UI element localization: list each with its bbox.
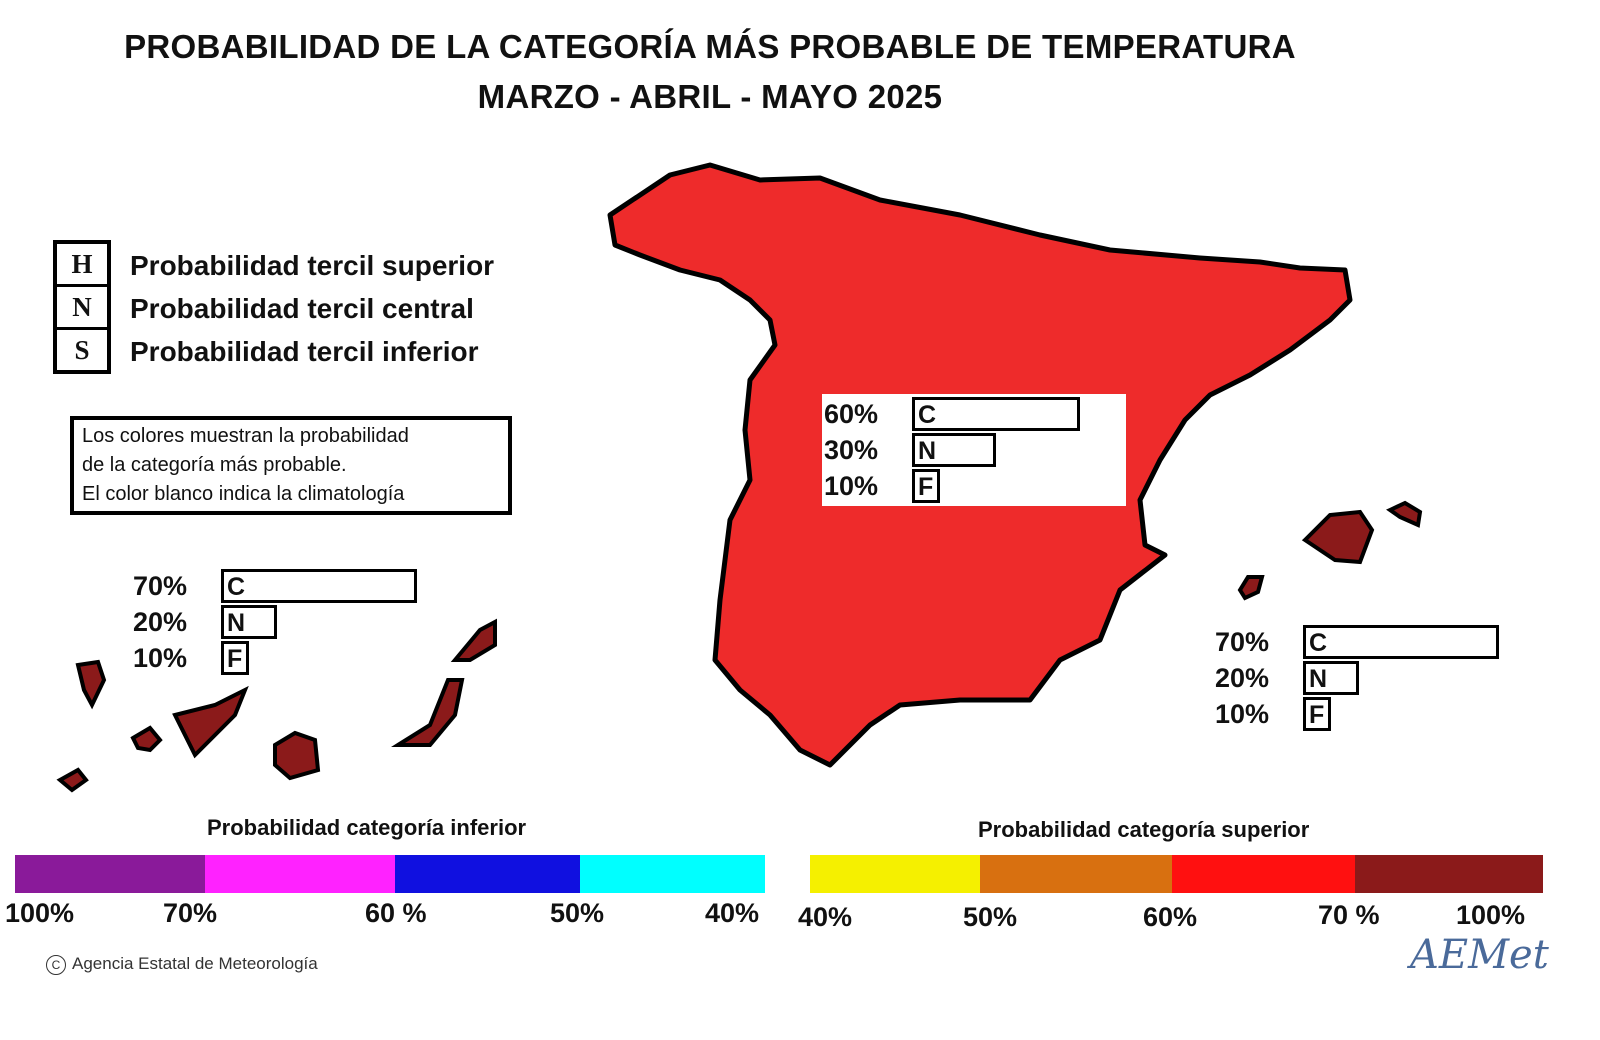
colorbar-segment (580, 855, 765, 893)
island (172, 685, 249, 759)
scale-superior-colorbar (810, 855, 1543, 893)
probability-percent: 70% (133, 570, 188, 601)
island (450, 618, 497, 662)
canarias-probability-bars: 70% C 20% N 10% F (133, 568, 433, 676)
colorbar-segment (980, 855, 1172, 893)
baleares-region (1237, 500, 1423, 601)
tick: 40% (705, 898, 760, 928)
colorbar-segment (1355, 855, 1543, 893)
note-line: Los colores muestran la probabilidad (82, 425, 409, 447)
island (130, 725, 163, 753)
probability-bar-c: C (912, 397, 1080, 431)
menorca-island (1386, 500, 1423, 528)
tick: 40% (798, 902, 853, 932)
tick: 50% (963, 902, 1018, 932)
probability-bar-n: N (221, 605, 277, 639)
probability-percent: 30% (824, 434, 879, 465)
note-line: El color blanco indica la climatología (82, 483, 405, 505)
probability-bar-f: F (1303, 697, 1331, 731)
legend-label-central: Probabilidad tercil central (130, 293, 474, 324)
probability-row: 10% F (824, 468, 1124, 504)
probability-bar-f: F (221, 641, 249, 675)
legend-label-superior: Probabilidad tercil superior (130, 250, 495, 281)
island (391, 678, 465, 747)
tick: 70% (163, 898, 218, 928)
probability-row: 10% F (133, 640, 433, 676)
colorbar-segment (810, 855, 980, 893)
canarias-region (56, 618, 497, 793)
scale-inferior-colorbar (15, 855, 765, 893)
colorbar-segment (395, 855, 580, 893)
island (56, 767, 89, 793)
probability-row: 70% C (133, 568, 433, 604)
symbol-n: N (57, 287, 107, 330)
probability-percent: 10% (133, 642, 188, 673)
tick: 100% (1456, 900, 1526, 930)
baleares-probability-bars: 70% C 20% N 10% F (1215, 624, 1515, 732)
probability-percent: 10% (1215, 698, 1270, 729)
tick: 70 % (1318, 900, 1380, 930)
probability-row: 20% N (133, 604, 433, 640)
peninsula-probability-bars: 60% C 30% N 10% F (822, 394, 1126, 506)
title-line-2: MARZO - ABRIL - MAYO 2025 (477, 78, 943, 115)
probability-row: 60% C (824, 396, 1124, 432)
title-line-1: PROBABILIDAD DE LA CATEGORÍA MÁS PROBABL… (124, 28, 1296, 65)
colorbar-segment (205, 855, 395, 893)
colorbar-segment (15, 855, 205, 893)
probability-percent: 20% (133, 606, 188, 637)
aemet-logo: AEMet (1410, 932, 1549, 978)
tick: 50% (550, 898, 605, 928)
colorbar-segment (1172, 855, 1355, 893)
color-note: Los colores muestran la probabilidad de … (70, 416, 512, 515)
symbol-s: S (74, 335, 90, 365)
probability-percent: 20% (1215, 662, 1270, 693)
tick: 100% (5, 898, 75, 928)
probability-row: 30% N (824, 432, 1124, 468)
tick: 60 % (365, 898, 427, 928)
probability-percent: 10% (824, 470, 879, 501)
mallorca-island (1301, 509, 1375, 565)
symbol-h: H (57, 244, 107, 287)
scale-superior-title: Probabilidad categoría superior (978, 817, 1310, 842)
island (75, 659, 107, 710)
probability-row: 20% N (1215, 660, 1515, 696)
probability-percent: 70% (1215, 626, 1270, 657)
island (273, 730, 321, 781)
probability-row: 10% F (1215, 696, 1515, 732)
credit: C Agencia Estatal de Meteorología (46, 954, 318, 975)
scale-inferior-title: Probabilidad categoría inferior (207, 815, 527, 840)
tick: 60% (1143, 902, 1198, 932)
legend-label-inferior: Probabilidad tercil inferior (130, 336, 479, 367)
probability-bar-f: F (912, 469, 940, 503)
probability-bar-c: C (1303, 625, 1499, 659)
ibiza-island (1237, 575, 1265, 601)
probability-row: 70% C (1215, 624, 1515, 660)
probability-bar-n: N (1303, 661, 1359, 695)
probability-bar-n: N (912, 433, 996, 467)
note-line: de la categoría más probable. (82, 454, 347, 476)
probability-bar-c: C (221, 569, 417, 603)
copyright-icon: C (46, 955, 66, 975)
credit-text: Agencia Estatal de Meteorología (72, 954, 318, 973)
legend-symbols: H N S (53, 240, 111, 374)
probability-percent: 60% (824, 398, 879, 429)
